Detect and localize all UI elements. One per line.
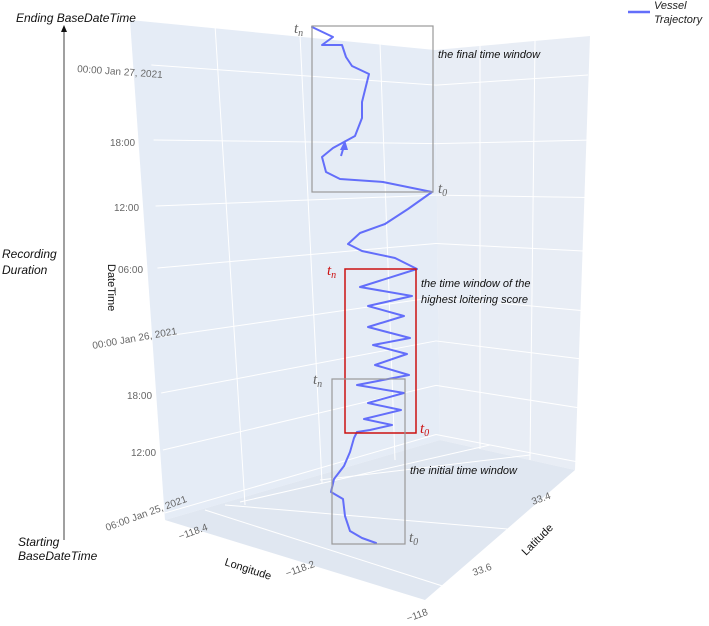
z-gridline-5 (155, 194, 437, 207)
initial-window-t0: t0 (409, 530, 418, 548)
initial-window-box (331, 378, 406, 545)
y-gridline-1 (529, 40, 536, 461)
initial-window-tn: tn (313, 372, 322, 390)
x-gridline-1 (299, 34, 323, 484)
z-gridline-3 (159, 296, 437, 338)
z-gridline-4 (157, 242, 437, 269)
legend-entry: Vessel Trajectory (654, 0, 704, 26)
duration-arrowhead (61, 25, 67, 32)
z-gridline-right-4 (435, 242, 589, 252)
loitering-window-box (344, 268, 417, 434)
x-tick-2: −118 (405, 607, 430, 625)
y-tick-1: 33.6 (471, 562, 493, 579)
z-gridline-right-6 (435, 139, 589, 145)
z-gridline-right-3 (435, 296, 589, 312)
recording-duration-label: Recording Duration (2, 247, 57, 277)
loitering-window-t0: t0 (420, 421, 429, 439)
z-tick-5: 12:00 (114, 203, 139, 214)
loitering-window-label: the time window of the highest loitering … (421, 278, 530, 306)
z-gridline-right-0 (435, 434, 589, 465)
final-window-box (311, 25, 434, 193)
x-axis-label: Longitude (223, 556, 273, 582)
final-window-tn: tn (294, 21, 303, 39)
z-gridline-right-2 (435, 340, 589, 361)
loitering-window-tn: tn (327, 263, 336, 281)
initial-window-label: the initial time window (410, 465, 518, 477)
trajectory-arrowhead (340, 140, 348, 150)
z-axis-label: DateTime (105, 264, 117, 311)
z-gridline-0 (164, 434, 437, 514)
x-tick-1: −118.2 (284, 559, 316, 580)
z-gridline-right-5 (435, 194, 589, 198)
z-tick-2: 18:00 (127, 391, 152, 402)
floor-pane (165, 440, 575, 600)
z-gridline-6 (153, 139, 437, 145)
x-gridline-0 (214, 24, 246, 506)
floor-gridline-2 (204, 509, 456, 591)
y-axis-label: Latitude (520, 522, 556, 558)
final-window-t0: t0 (438, 181, 447, 199)
gridlines (151, 24, 589, 591)
z-gridline-7 (151, 64, 437, 86)
floor-gridline-1 (319, 454, 531, 481)
z-gridline-right-7 (435, 74, 589, 86)
ending-basedatetime-label: Ending BaseDateTime (16, 11, 136, 25)
z-tick-1: 12:00 (131, 448, 156, 459)
vessel-trajectory-line (311, 26, 433, 544)
floor-gridline-0 (239, 444, 491, 503)
back-pane-right (435, 36, 590, 470)
z-gridline-right-1 (435, 384, 589, 410)
z-tick-6: 18:00 (110, 138, 135, 149)
final-window-label: the final time window (438, 49, 541, 61)
starting-basedatetime-label: Starting BaseDateTime (18, 535, 98, 563)
back-pane-left (130, 20, 440, 520)
floor-gridline-3 (224, 504, 521, 531)
z-tick-4: 06:00 (118, 265, 143, 276)
